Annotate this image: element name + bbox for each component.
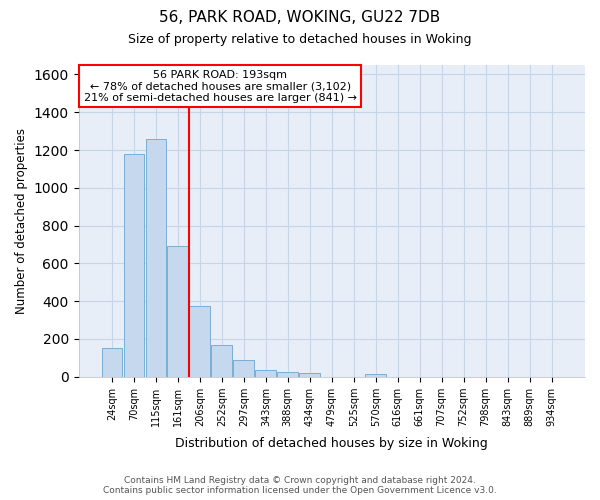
Bar: [233, 360, 254, 376]
Bar: [146, 138, 166, 376]
Bar: [124, 154, 145, 376]
Bar: [299, 373, 320, 376]
Text: 56 PARK ROAD: 193sqm
← 78% of detached houses are smaller (3,102)
21% of semi-de: 56 PARK ROAD: 193sqm ← 78% of detached h…: [84, 70, 357, 103]
Bar: [167, 246, 188, 376]
Bar: [211, 346, 232, 376]
Text: Contains HM Land Registry data © Crown copyright and database right 2024.
Contai: Contains HM Land Registry data © Crown c…: [103, 476, 497, 495]
Bar: [277, 372, 298, 376]
Bar: [256, 370, 276, 376]
Y-axis label: Number of detached properties: Number of detached properties: [15, 128, 28, 314]
Bar: [365, 374, 386, 376]
Text: Size of property relative to detached houses in Woking: Size of property relative to detached ho…: [128, 32, 472, 46]
Bar: [190, 306, 211, 376]
Text: 56, PARK ROAD, WOKING, GU22 7DB: 56, PARK ROAD, WOKING, GU22 7DB: [160, 10, 440, 25]
X-axis label: Distribution of detached houses by size in Woking: Distribution of detached houses by size …: [175, 437, 488, 450]
Bar: [101, 348, 122, 376]
